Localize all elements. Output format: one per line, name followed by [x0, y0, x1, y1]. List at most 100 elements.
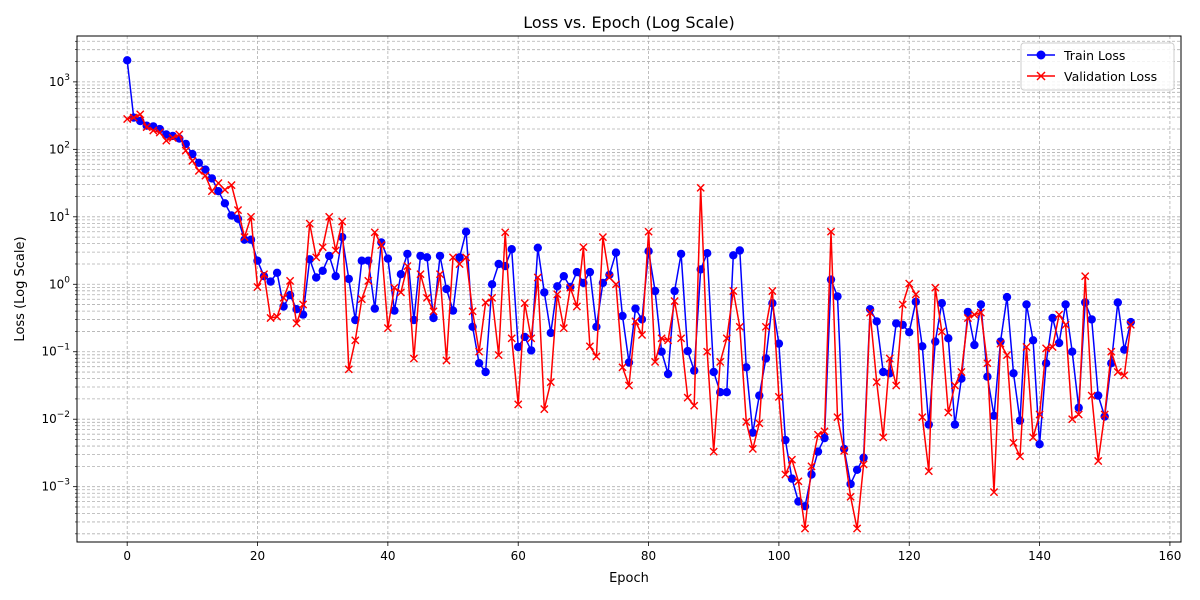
train-loss-point: [637, 315, 647, 324]
train-loss-point: [996, 337, 1005, 346]
train-loss-point: [507, 245, 516, 254]
validation-loss-point: [1042, 344, 1051, 353]
train-loss-point: [227, 211, 236, 220]
validation-loss-point: [266, 313, 275, 323]
validation-loss-point: [618, 363, 627, 372]
validation-loss-point: [155, 128, 164, 137]
validation-loss-point: [918, 413, 927, 422]
validation-loss-point: [129, 113, 138, 122]
train-loss-point: [1120, 345, 1129, 354]
train-loss-point: [742, 363, 751, 372]
validation-loss-point: [872, 378, 881, 387]
validation-loss-point: [957, 367, 966, 377]
train-loss-point: [1002, 292, 1012, 302]
x-tick-label: 20: [250, 549, 265, 563]
validation-loss-point: [188, 156, 197, 165]
validation-loss-point: [970, 310, 979, 319]
validation-loss-point: [207, 187, 216, 196]
validation-loss-point: [598, 233, 607, 242]
train-loss-point: [416, 251, 425, 261]
validation-loss-point: [370, 228, 379, 237]
train-loss-point: [207, 174, 217, 183]
validation-loss-point: [768, 286, 777, 296]
train-loss-point: [774, 339, 784, 348]
validation-loss-point: [390, 283, 399, 292]
validation-loss-point: [833, 413, 842, 422]
validation-loss-point: [383, 324, 392, 333]
validation-loss-point: [259, 270, 269, 279]
validation-loss-point: [637, 330, 647, 339]
validation-loss-point: [286, 276, 295, 285]
validation-loss-point: [690, 401, 699, 410]
validation-loss-point: [455, 259, 464, 269]
train-loss-point: [937, 299, 946, 308]
x-axis-title: Epoch: [609, 571, 649, 586]
series-layer: [123, 56, 1136, 533]
validation-loss-point: [1087, 391, 1096, 400]
train-loss-point: [1087, 315, 1096, 324]
validation-loss-point: [709, 447, 718, 456]
validation-loss-point: [168, 133, 177, 142]
validation-loss-point: [227, 181, 236, 190]
validation-loss-point: [566, 283, 575, 292]
series-train-loss: [123, 56, 1136, 511]
validation-loss-point: [181, 146, 190, 155]
validation-loss-point: [813, 430, 823, 439]
train-loss-point: [735, 246, 744, 255]
train-loss-point: [553, 282, 562, 291]
validation-loss-point: [742, 417, 751, 426]
chart-title: Loss vs. Epoch (Log Scale): [523, 13, 734, 32]
validation-loss-point: [898, 300, 907, 309]
train-loss-point: [703, 249, 712, 258]
train-loss-point: [944, 334, 953, 343]
train-loss-point: [344, 274, 353, 284]
train-loss-point: [123, 56, 132, 65]
legend-train-marker: [1036, 50, 1046, 60]
validation-loss-point: [194, 166, 203, 175]
train-loss-point: [429, 313, 438, 323]
validation-loss-point: [162, 136, 171, 145]
train-loss-point: [611, 248, 621, 257]
train-loss-point: [931, 337, 940, 346]
validation-loss-point: [1029, 433, 1038, 442]
train-loss-point: [572, 267, 582, 277]
train-loss-point: [833, 292, 842, 301]
train-loss-point: [546, 328, 555, 338]
train-loss-point: [527, 346, 536, 355]
validation-loss-point: [963, 313, 972, 323]
validation-loss-point: [794, 477, 803, 486]
train-loss-point: [461, 227, 471, 236]
train-loss-point: [813, 447, 823, 456]
train-loss-point: [787, 474, 797, 483]
x-tick-label: 160: [1158, 549, 1181, 563]
validation-loss-point: [1081, 272, 1090, 281]
validation-loss-point: [585, 342, 594, 351]
train-loss-point: [1035, 440, 1044, 449]
train-loss-point: [325, 251, 334, 261]
train-loss-point: [879, 367, 888, 377]
validation-loss-point: [670, 297, 679, 306]
train-loss-point: [924, 420, 933, 429]
validation-loss-point: [364, 276, 373, 285]
validation-loss-point: [605, 273, 614, 282]
validation-loss-point: [664, 336, 673, 345]
train-loss-point: [755, 391, 764, 400]
validation-loss-point: [546, 378, 555, 387]
train-loss-point: [729, 251, 738, 260]
train-loss-point: [214, 187, 223, 196]
train-loss-point: [709, 367, 718, 377]
validation-loss-point: [826, 227, 836, 236]
train-loss-point: [644, 247, 653, 256]
validation-loss-point: [976, 308, 985, 317]
train-loss-point: [422, 253, 432, 262]
train-loss-point: [220, 199, 230, 208]
validation-loss-point: [273, 312, 282, 321]
train-loss-point: [826, 275, 836, 284]
train-loss-point: [989, 411, 999, 420]
plot-frame: [76, 35, 1182, 543]
train-loss-point: [162, 130, 171, 139]
validation-loss-point: [481, 298, 490, 307]
validation-loss-point: [755, 419, 764, 428]
